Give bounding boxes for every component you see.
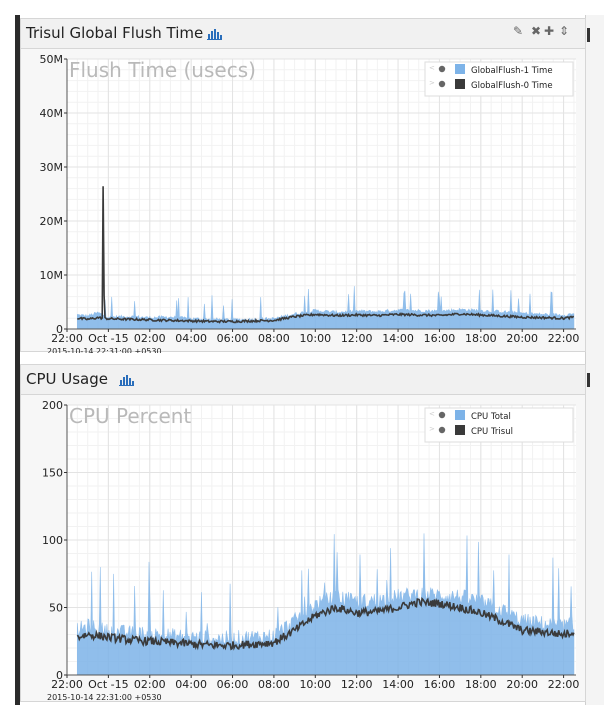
legend-box [424,407,574,443]
x-tick-label: 10:00 [299,678,331,691]
x-tick-label: 20:00 [506,332,538,345]
y-tick-label: 0 [56,323,63,336]
plot-area [67,59,576,329]
legend-toggle-icon [438,426,446,434]
legend-arrow-icon: > [429,425,435,433]
cpu-usage-chart[interactable]: CPU Percent 0 50 100 150 200 22:00 Oct -15 02:00… [21,395,587,703]
right-panel-tab[interactable] [587,373,590,387]
x-tick-label: 16:00 [424,332,456,345]
x-tick-label: Oct -15 [88,332,128,345]
bar-chart-icon[interactable] [119,374,134,386]
legend: < CPU Total > CPU Trisul [424,407,574,443]
legend: < GlobalFlush-1 Time > GlobalFlush-0 Time [424,61,574,97]
x-tick-label: 22:00 [51,332,83,345]
x-tick-label: 02:00 [134,332,166,345]
y-tick-label: 200 [42,399,63,412]
legend-label: GlobalFlush-1 Time [471,66,553,76]
x-tick-label: Oct -15 [88,678,128,691]
legend-label: CPU Total [471,412,511,422]
flush-time-panel: Trisul Global Flush Time ✎ ✖ ✚ ⇕ Flush T… [20,18,587,353]
x-tick-label: 12:00 [341,332,373,345]
series-area [77,533,575,676]
x-tick-label: 02:00 [134,678,166,691]
x-tick-label: 22:00 [548,678,580,691]
legend-arrow-icon: < [429,64,435,72]
panel-header: CPU Usage [21,365,585,395]
sort-icon[interactable]: ⇕ [559,24,570,38]
x-tick-label: 04:00 [175,678,207,691]
x-tick-label: 12:00 [341,678,373,691]
x-tick-label: 04:00 [175,332,207,345]
series-line [76,597,575,651]
legend-swatch [455,64,465,74]
series-line [77,186,574,324]
legend-toggle-icon [438,65,446,73]
left-frame-bar [15,15,20,705]
y-tick-label: 150 [42,467,63,480]
legend-swatch [455,425,465,435]
x-tick-label: 18:00 [465,332,497,345]
chart-title: Flush Time (usecs) [69,58,256,82]
legend-swatch [455,79,465,89]
legend-swatch [455,410,465,420]
x-tick-label: 14:00 [382,332,414,345]
y-tick-label: 10M [40,269,64,282]
right-scroll-track[interactable] [585,15,604,705]
y-tick-label: 50M [40,53,64,66]
x-tick-label: 22:00 [548,332,580,345]
legend-box [424,61,574,97]
edit-icon[interactable]: ✎ [513,24,524,38]
x-tick-label: 20:00 [506,678,538,691]
legend-arrow-icon: < [429,410,435,418]
legend-arrow-icon: > [429,79,435,87]
bar-chart-icon[interactable] [207,28,222,40]
panel-title: Trisul Global Flush Time [26,24,204,42]
close-icon[interactable]: ✖ [531,24,542,38]
y-tick-label: 40M [40,107,64,120]
legend-label: GlobalFlush-0 Time [471,81,553,91]
cpu-usage-panel: CPU Usage CPU Percent 0 50 100 150 200 22:00 Oc… [20,364,586,702]
x-tick-label: 06:00 [217,332,249,345]
legend-toggle-icon [438,411,446,419]
flush-time-chart[interactable]: Flush Time (usecs) 0 10M 20M 30M 40M 50M 22:00 O… [21,49,587,353]
legend-toggle-icon [438,80,446,88]
x-tick-label: 14:00 [382,678,414,691]
x-tick-label: 08:00 [258,332,290,345]
right-panel-tab[interactable] [587,28,590,42]
x-tick-label: 10:00 [299,332,331,345]
x-start-label: 2015-10-14 22:31:00 +0530 [47,693,162,702]
y-tick-label: 0 [56,669,63,682]
panel-header: Trisul Global Flush Time ✎ ✖ ✚ ⇕ [21,19,585,49]
x-tick-label: 06:00 [217,678,249,691]
add-icon[interactable]: ✚ [544,24,555,38]
y-tick-label: 30M [40,161,64,174]
y-tick-label: 50 [49,602,63,615]
legend-label: CPU Trisul [471,427,513,437]
y-tick-label: 100 [42,534,63,547]
series-area [77,286,575,330]
x-tick-label: 08:00 [258,678,290,691]
chart-title: CPU Percent [69,404,191,428]
y-tick-label: 20M [40,215,64,228]
x-tick-label: 22:00 [51,678,83,691]
panel-title: CPU Usage [26,370,109,388]
x-tick-label: 16:00 [424,678,456,691]
x-start-label: 2015-10-14 22:31:00 +0530 [47,347,162,353]
x-tick-label: 18:00 [465,678,497,691]
